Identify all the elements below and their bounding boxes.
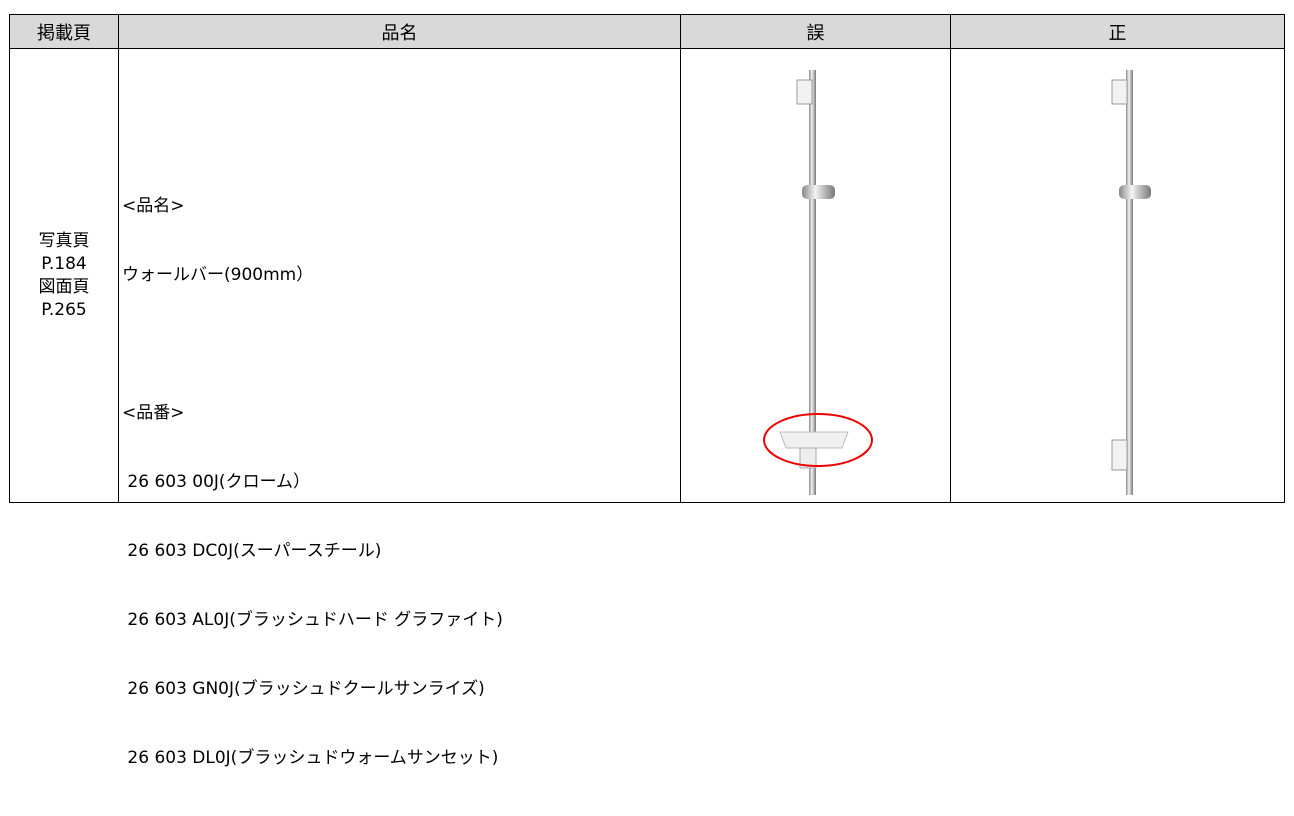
- text: 26 603 GN0J(ブラッシュドクールサンライズ): [122, 679, 485, 699]
- text: 26 603 DC0J(スーパースチール): [122, 541, 382, 561]
- text: 図面頁: [38, 276, 90, 297]
- text: 26 603 00J(クローム）: [122, 472, 311, 492]
- text: 写真頁: [38, 230, 90, 251]
- text: P.265: [41, 299, 87, 320]
- text: ウォールバー(900mm）: [122, 265, 314, 285]
- header-cell: 誤: [680, 14, 951, 49]
- text: 26 603 AL0J(ブラッシュドハード グラファイト): [122, 610, 503, 630]
- text: P.184: [41, 253, 87, 274]
- text: <品番>: [122, 403, 185, 423]
- page: 掲載頁 品名 誤 正 写真頁 P.184 図面頁 P.265 <品名> ウォール…: [9, 14, 1285, 768]
- text: <品名>: [122, 196, 185, 216]
- text: 26 603 DL0J(ブラッシュドウォームサンセット): [122, 748, 499, 768]
- wrong-image: [763, 70, 873, 495]
- header-cell: 掲載頁: [9, 14, 119, 49]
- product-images: [763, 70, 1151, 495]
- correct-image: [1111, 70, 1151, 495]
